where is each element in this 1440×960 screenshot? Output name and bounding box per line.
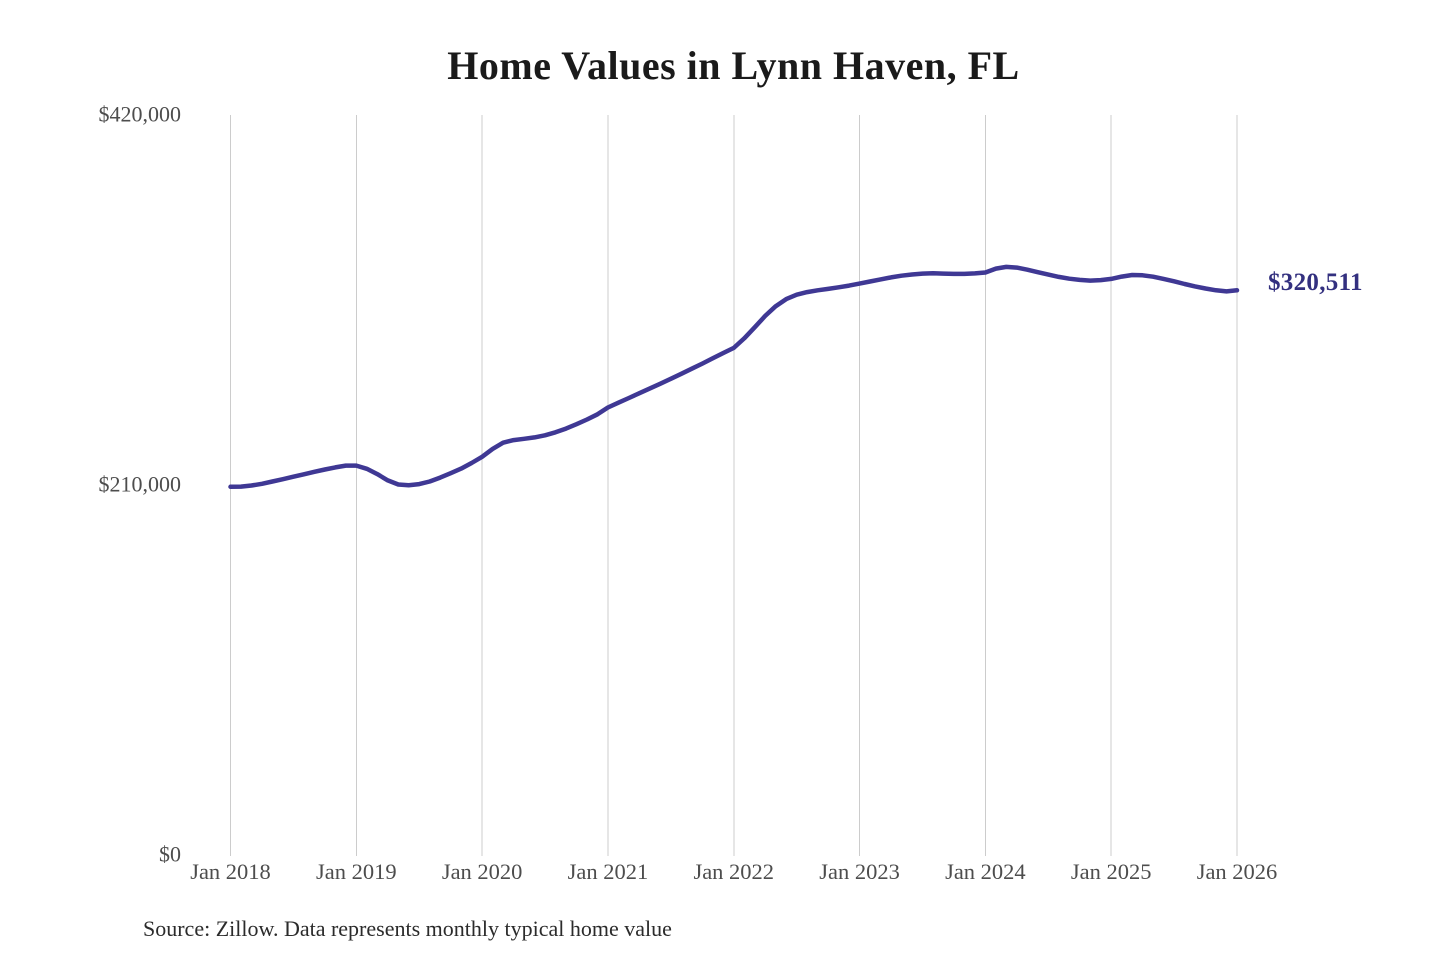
x-tick-label: Jan 2018 bbox=[190, 859, 271, 884]
x-tick-label: Jan 2020 bbox=[441, 859, 523, 884]
y-tick-label: $420,000 bbox=[98, 101, 182, 127]
x-tick-label: Jan 2023 bbox=[819, 859, 900, 884]
source-note: Source: Zillow. Data represents monthly … bbox=[143, 916, 672, 941]
home-value-line bbox=[228, 264, 1240, 490]
x-tick-label: Jan 2021 bbox=[567, 859, 649, 884]
chart-title: Home Values in Lynn Haven, FL bbox=[447, 43, 1020, 88]
x-tick-label: Jan 2024 bbox=[945, 859, 1026, 884]
year-gridlines bbox=[230, 115, 1238, 856]
y-tick-label: $210,000 bbox=[98, 471, 182, 497]
latest-value-label: $320,511 bbox=[1268, 269, 1363, 297]
x-tick-label: Jan 2025 bbox=[1070, 859, 1152, 884]
y-tick-label: $0 bbox=[159, 841, 181, 867]
x-tick-label: Jan 2019 bbox=[316, 859, 397, 884]
x-tick-label: Jan 2022 bbox=[693, 859, 775, 884]
x-tick-label: Jan 2026 bbox=[1196, 859, 1278, 884]
